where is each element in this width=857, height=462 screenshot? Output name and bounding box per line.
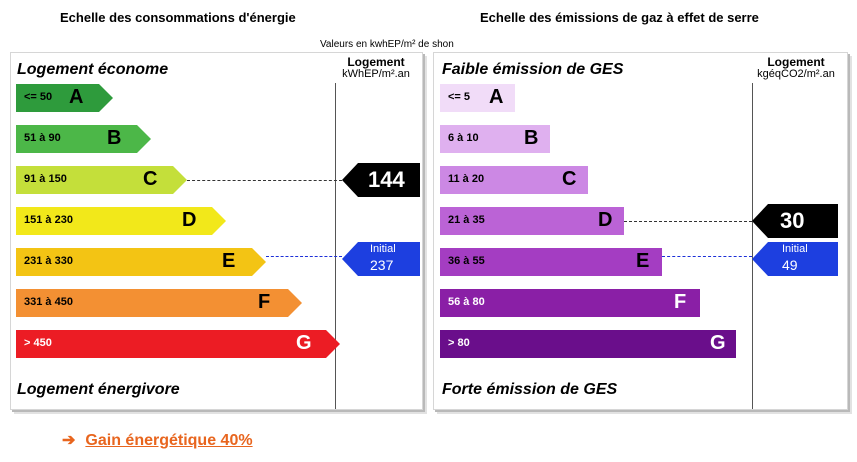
- energy-column-divider: [335, 83, 336, 409]
- energy-class-letter-e: E: [222, 250, 236, 272]
- energy-column-title: Logement: [347, 55, 405, 69]
- energy-class-range-e: 231 à 330: [24, 255, 73, 267]
- energy-class-bar-e: 231 à 330 E: [16, 248, 266, 276]
- ges-column-title: Logement: [767, 55, 825, 69]
- energy-class-letter-c: C: [143, 168, 158, 190]
- energy-gain-text: Gain énergétique 40%: [85, 432, 253, 449]
- units-note: Valeurs en kwhEP/m² de shon: [320, 39, 454, 50]
- ges-class-range-c: 11 à 20: [448, 173, 485, 185]
- ges-class-letter-c: C: [562, 168, 577, 190]
- energy-class-range-d: 151 à 230: [24, 214, 73, 226]
- energy-class-bar-d: 151 à 230 D: [16, 207, 226, 235]
- ges-class-range-d: 21 à 35: [448, 214, 485, 226]
- ges-class-letter-a: A: [489, 86, 504, 108]
- energy-class-range-f: 331 à 450: [24, 296, 73, 308]
- energy-class-letter-a: A: [69, 86, 84, 108]
- ges-class-letter-b: B: [524, 127, 539, 149]
- energy-class-range-b: 51 à 90: [24, 132, 61, 144]
- ges-bottom-label: Forte émission de GES: [442, 381, 618, 398]
- energy-current-value: 144: [368, 167, 405, 192]
- ges-class-bar-c: 11 à 20 C: [440, 166, 588, 194]
- energy-current-leader-line: [187, 180, 342, 181]
- energy-initial-label: Initial: [370, 243, 396, 255]
- ges-scale-title: Echelle des émissions de gaz à effet de …: [480, 10, 759, 25]
- ges-scale-panel: Faible émission de GES Forte émission de…: [433, 52, 848, 410]
- energy-class-letter-d: D: [182, 209, 197, 231]
- ges-current-value: 30: [780, 208, 805, 233]
- energy-class-bar-b: 51 à 90 B: [16, 125, 151, 153]
- energy-class-bar-f: 331 à 450 F: [16, 289, 302, 317]
- energy-class-bar-a: <= 50 A: [16, 84, 113, 112]
- ges-class-bar-a: <= 5 A: [440, 84, 515, 112]
- ges-initial-value-marker: Initial 49: [752, 242, 838, 276]
- energy-class-range-a: <= 50: [24, 91, 53, 103]
- ges-class-range-a: <= 5: [448, 91, 471, 103]
- energy-column-header: Logement kWhEP/m².an: [333, 56, 419, 80]
- ges-class-bar-g: > 80 G: [440, 330, 736, 358]
- energy-class-letter-b: B: [107, 127, 122, 149]
- energy-class-bar-c: 91 à 150 C: [16, 166, 187, 194]
- energy-class-bar-g: > 450 G: [16, 330, 340, 358]
- ges-initial-leader-line: [662, 256, 752, 257]
- ges-class-range-b: 6 à 10: [448, 132, 479, 144]
- ges-initial-value: 49: [782, 257, 798, 273]
- ges-class-letter-g: G: [710, 332, 726, 354]
- ges-class-range-g: > 80: [448, 337, 470, 349]
- ges-class-bar-f: 56 à 80 F: [440, 289, 700, 317]
- energy-top-label: Logement économe: [17, 61, 169, 78]
- ges-column-unit: kgéqCO2/m².an: [757, 68, 835, 80]
- energy-initial-leader-line: [266, 256, 342, 257]
- ges-column-header: Logement kgéqCO2/m².an: [750, 56, 842, 80]
- energy-class-range-g: > 450: [24, 337, 52, 349]
- energy-class-letter-g: G: [296, 332, 312, 354]
- ges-class-bar-b: 6 à 10 B: [440, 125, 550, 153]
- energy-column-unit: kWhEP/m².an: [342, 68, 410, 80]
- energy-initial-value: 237: [370, 257, 394, 273]
- energy-gain-link[interactable]: ➔ Gain énergétique 40%: [62, 430, 253, 450]
- energy-class-range-c: 91 à 150: [24, 173, 67, 185]
- ges-class-bar-e: 36 à 55 E: [440, 248, 662, 276]
- ges-class-range-f: 56 à 80: [448, 296, 485, 308]
- ges-class-bar-d: 21 à 35 D: [440, 207, 624, 235]
- arrow-right-icon: ➔: [62, 432, 76, 449]
- energy-scale-title: Echelle des consommations d'énergie: [60, 10, 296, 25]
- ges-current-value-marker: 30: [752, 204, 838, 238]
- energy-bottom-label: Logement énergivore: [17, 381, 180, 398]
- ges-column-divider: [752, 83, 753, 409]
- energy-scale-panel: Logement économe Logement énergivore Log…: [10, 52, 423, 410]
- ges-current-leader-line: [624, 221, 752, 222]
- ges-class-range-e: 36 à 55: [448, 255, 485, 267]
- energy-initial-value-marker: Initial 237: [342, 242, 420, 276]
- ges-class-letter-d: D: [598, 209, 613, 231]
- ges-class-letter-f: F: [674, 291, 687, 313]
- ges-initial-label: Initial: [782, 243, 808, 255]
- energy-class-letter-f: F: [258, 291, 271, 313]
- ges-top-label: Faible émission de GES: [442, 61, 624, 78]
- energy-current-value-marker: 144: [342, 163, 420, 197]
- ges-class-letter-e: E: [636, 250, 650, 272]
